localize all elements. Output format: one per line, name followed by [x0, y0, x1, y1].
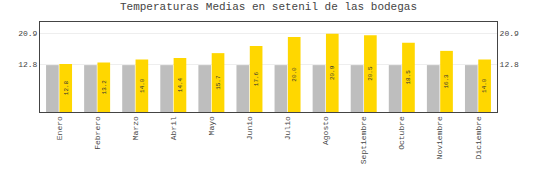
svg-text:13.2: 13.2: [101, 80, 108, 95]
svg-text:Agosto: Agosto: [321, 116, 330, 145]
svg-text:Enero: Enero: [55, 116, 64, 140]
svg-text:12.8: 12.8: [18, 60, 37, 69]
svg-text:Diciembre: Diciembre: [474, 116, 483, 159]
svg-text:Junio: Junio: [245, 116, 254, 140]
svg-text:20.9: 20.9: [329, 65, 336, 80]
svg-text:Octubre: Octubre: [397, 116, 406, 150]
svg-text:20.0: 20.0: [291, 67, 298, 82]
svg-text:16.3: 16.3: [443, 74, 450, 89]
svg-text:20.9: 20.9: [500, 29, 519, 38]
svg-text:14.4: 14.4: [177, 78, 184, 93]
svg-text:18.5: 18.5: [405, 70, 412, 85]
svg-text:14.0: 14.0: [139, 78, 146, 93]
svg-text:Febrero: Febrero: [93, 116, 102, 150]
svg-text:Marzo: Marzo: [131, 116, 140, 140]
svg-text:14.0: 14.0: [481, 78, 488, 93]
svg-text:20.9: 20.9: [18, 29, 37, 38]
svg-text:15.7: 15.7: [215, 75, 222, 90]
svg-text:Julio: Julio: [283, 116, 292, 140]
svg-text:12.8: 12.8: [500, 60, 519, 69]
svg-text:Noviembre: Noviembre: [435, 116, 444, 159]
svg-text:Abril: Abril: [169, 116, 178, 140]
svg-text:20.5: 20.5: [367, 66, 374, 81]
svg-text:Septiembre: Septiembre: [359, 116, 368, 164]
svg-text:12.8: 12.8: [63, 81, 70, 96]
svg-text:17.6: 17.6: [253, 72, 260, 87]
svg-text:Temperaturas Medias en setenil: Temperaturas Medias en setenil de las bo…: [120, 1, 417, 13]
svg-text:Mayo: Mayo: [207, 116, 216, 135]
